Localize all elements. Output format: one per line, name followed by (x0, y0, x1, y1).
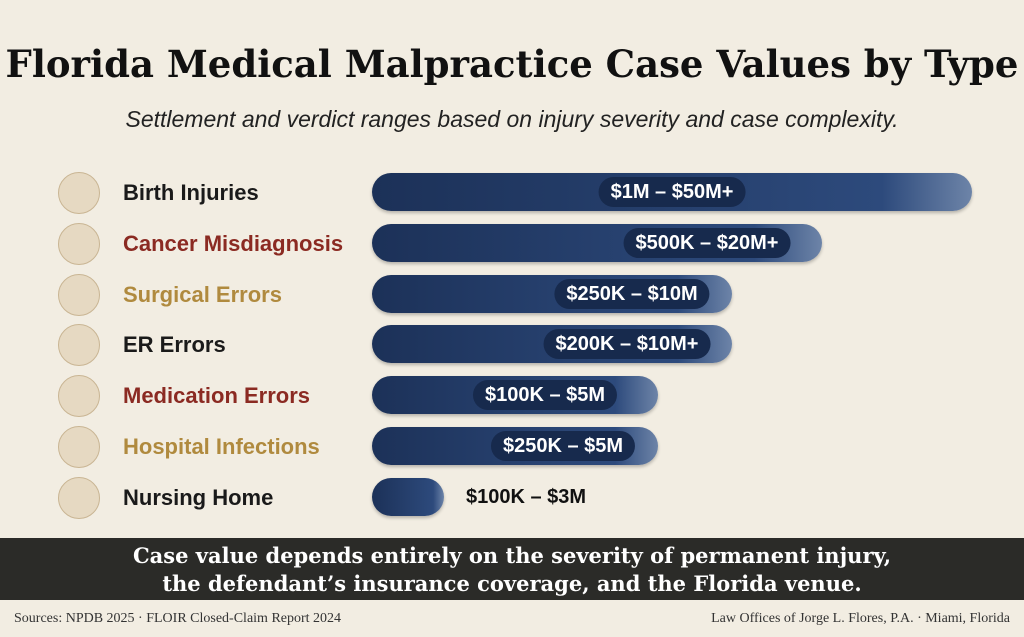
note-band: Case value depends entirely on the sever… (0, 538, 1024, 600)
row-label: Medication Errors (123, 383, 311, 409)
row: Birth Injuries $1M – $50M+ (0, 170, 1024, 214)
range-label: $100K – $5M (472, 380, 618, 411)
range-label: $250K – $5M (490, 431, 636, 461)
icon (58, 426, 100, 468)
range-label: $250K – $10M (554, 278, 710, 309)
credit: Law Offices of Jorge L. Flores, P.A. · M… (711, 611, 1010, 626)
range-label: $100K – $3M (465, 485, 587, 508)
range-label: $200K – $10M+ (543, 329, 711, 360)
row-label: Surgical Errors (123, 281, 282, 307)
note-line: the defendant’s insurance coverage, and … (162, 571, 862, 596)
icon (58, 273, 100, 316)
sources: Sources: NPDB 2025 · FLOIR Closed-Claim … (14, 611, 342, 626)
range-label: $1M – $50M+ (598, 177, 746, 207)
row: Cancer Misdiagnosis $500K – $20M+ (0, 221, 1024, 265)
row-label: Cancer Misdiagnosis (123, 230, 344, 256)
row: Nursing Home $100K – $3M (0, 475, 1024, 519)
row: Hospital Infections $250K – $5M (0, 424, 1024, 468)
icon (58, 476, 100, 519)
range-bar (372, 477, 444, 516)
icon (58, 172, 100, 214)
icon (58, 222, 100, 265)
note-line: Case value depends entirely on the sever… (132, 543, 892, 568)
row-label: ER Errors (123, 332, 226, 358)
row: Surgical Errors $250K – $10M (0, 272, 1024, 316)
row-label: Birth Injuries (123, 180, 259, 205)
row-label: Nursing Home (123, 484, 274, 510)
row-label: Hospital Infections (123, 434, 320, 459)
subtitle: Settlement and verdict ranges based on i… (125, 106, 899, 132)
title: Florida Medical Malpractice Case Values … (5, 42, 1019, 86)
range-label: $500K – $20M+ (623, 227, 791, 258)
icon (58, 324, 100, 367)
row: ER Errors $200K – $10M+ (0, 322, 1024, 367)
row: Medication Errors $100K – $5M (0, 373, 1024, 418)
icon (58, 375, 100, 418)
